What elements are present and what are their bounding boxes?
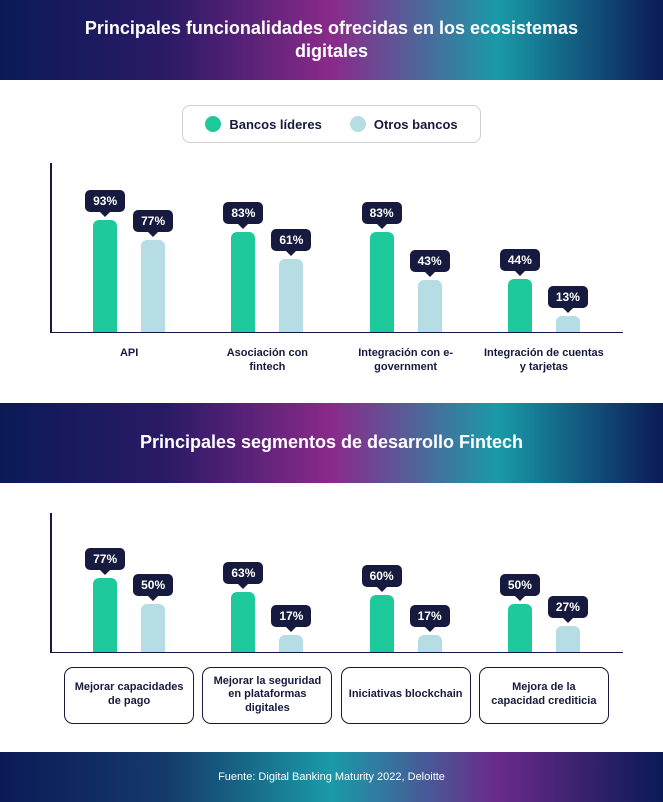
bar-wrap: 77% [85,513,125,652]
bar-wrap: 13% [548,163,588,332]
category-label: Integración con e-government [341,347,471,375]
bar-group: 83% 61% [223,163,311,332]
value-bubble: 77% [133,210,173,232]
legend-item-series2: Otros bancos [350,116,458,132]
category-label: Iniciativas blockchain [341,667,471,724]
value-bubble: 63% [223,562,263,584]
category-label: Mejorar capacidades de pago [64,667,194,724]
bar-group: 93% 77% [85,163,173,332]
bar-wrap: 17% [410,513,450,652]
footer-text: Fuente: Digital Banking Maturity 2022, D… [218,771,445,783]
section1-chart: 93% 77% 83% 61% 83% 43% 44% 13% [50,163,623,333]
value-bubble: 60% [362,565,402,587]
legend-item-series1: Bancos líderes [205,116,322,132]
category-label: Mejorar la seguridad en plataformas digi… [202,667,332,724]
value-bubble: 93% [85,190,125,212]
value-bubble: 44% [500,249,540,271]
value-bubble: 50% [500,574,540,596]
bar-wrap: 43% [410,163,450,332]
bar-wrap: 83% [362,163,402,332]
category-label: Integración de cuentas y tarjetas [479,347,609,375]
section1-body: Bancos líderes Otros bancos 93% 77% 83% 61%… [0,105,663,375]
bar-group: 63% 17% [223,513,311,652]
legend-box: Bancos líderes Otros bancos [182,105,480,143]
bar-series2 [556,316,580,332]
section2-labels: Mejorar capacidades de pagoMejorar la se… [50,667,623,724]
bar-wrap: 83% [223,163,263,332]
legend-label-series2: Otros bancos [374,117,458,132]
swatch-series1 [205,116,221,132]
bar-wrap: 27% [548,513,588,652]
section2-title: Principales segmentos de desarrollo Fint… [140,431,523,454]
bar-group: 77% 50% [85,513,173,652]
value-bubble: 13% [548,286,588,308]
section2-body: 77% 50% 63% 17% 60% 17% 50% 27% Mejorar capacid… [0,483,663,724]
value-bubble: 61% [271,229,311,251]
swatch-series2 [350,116,366,132]
bar-series1 [231,232,255,332]
bar-wrap: 17% [271,513,311,652]
value-bubble: 17% [410,605,450,627]
section1-header: Principales funcionalidades ofrecidas en… [0,0,663,80]
bar-wrap: 93% [85,163,125,332]
bar-wrap: 50% [133,513,173,652]
section2-header: Principales segmentos de desarrollo Fint… [0,403,663,483]
bar-series1 [370,595,394,652]
bar-series1 [370,232,394,332]
bar-wrap: 60% [362,513,402,652]
bar-series2 [556,626,580,652]
value-bubble: 83% [362,202,402,224]
bar-series1 [508,279,532,332]
category-label: Asociación con fintech [202,347,332,375]
legend-label-series1: Bancos líderes [229,117,322,132]
value-bubble: 83% [223,202,263,224]
section1-labels: API Asociación con fintech Integración con… [50,347,623,375]
bar-wrap: 50% [500,513,540,652]
bar-series2 [141,240,165,332]
bar-series2 [279,259,303,332]
value-bubble: 43% [410,250,450,272]
bar-series1 [508,604,532,652]
value-bubble: 17% [271,605,311,627]
bar-series1 [231,592,255,652]
bar-wrap: 77% [133,163,173,332]
bar-wrap: 44% [500,163,540,332]
section2-chart: 77% 50% 63% 17% 60% 17% 50% 27% [50,513,623,653]
bar-series2 [141,604,165,652]
legend: Bancos líderes Otros bancos [0,105,663,143]
bar-group: 60% 17% [362,513,450,652]
bar-group: 83% 43% [362,163,450,332]
bar-series1 [93,578,117,651]
bar-wrap: 63% [223,513,263,652]
category-label: Mejora de la capacidad crediticia [479,667,609,724]
bar-group: 44% 13% [500,163,588,332]
category-label: API [64,347,194,375]
bar-series2 [279,635,303,651]
section1-title: Principales funcionalidades ofrecidas en… [60,17,603,64]
footer: Fuente: Digital Banking Maturity 2022, D… [0,752,663,802]
bar-series1 [93,220,117,332]
bar-series2 [418,635,442,651]
bar-series2 [418,280,442,332]
bar-wrap: 61% [271,163,311,332]
value-bubble: 77% [85,548,125,570]
value-bubble: 27% [548,596,588,618]
value-bubble: 50% [133,574,173,596]
bar-group: 50% 27% [500,513,588,652]
